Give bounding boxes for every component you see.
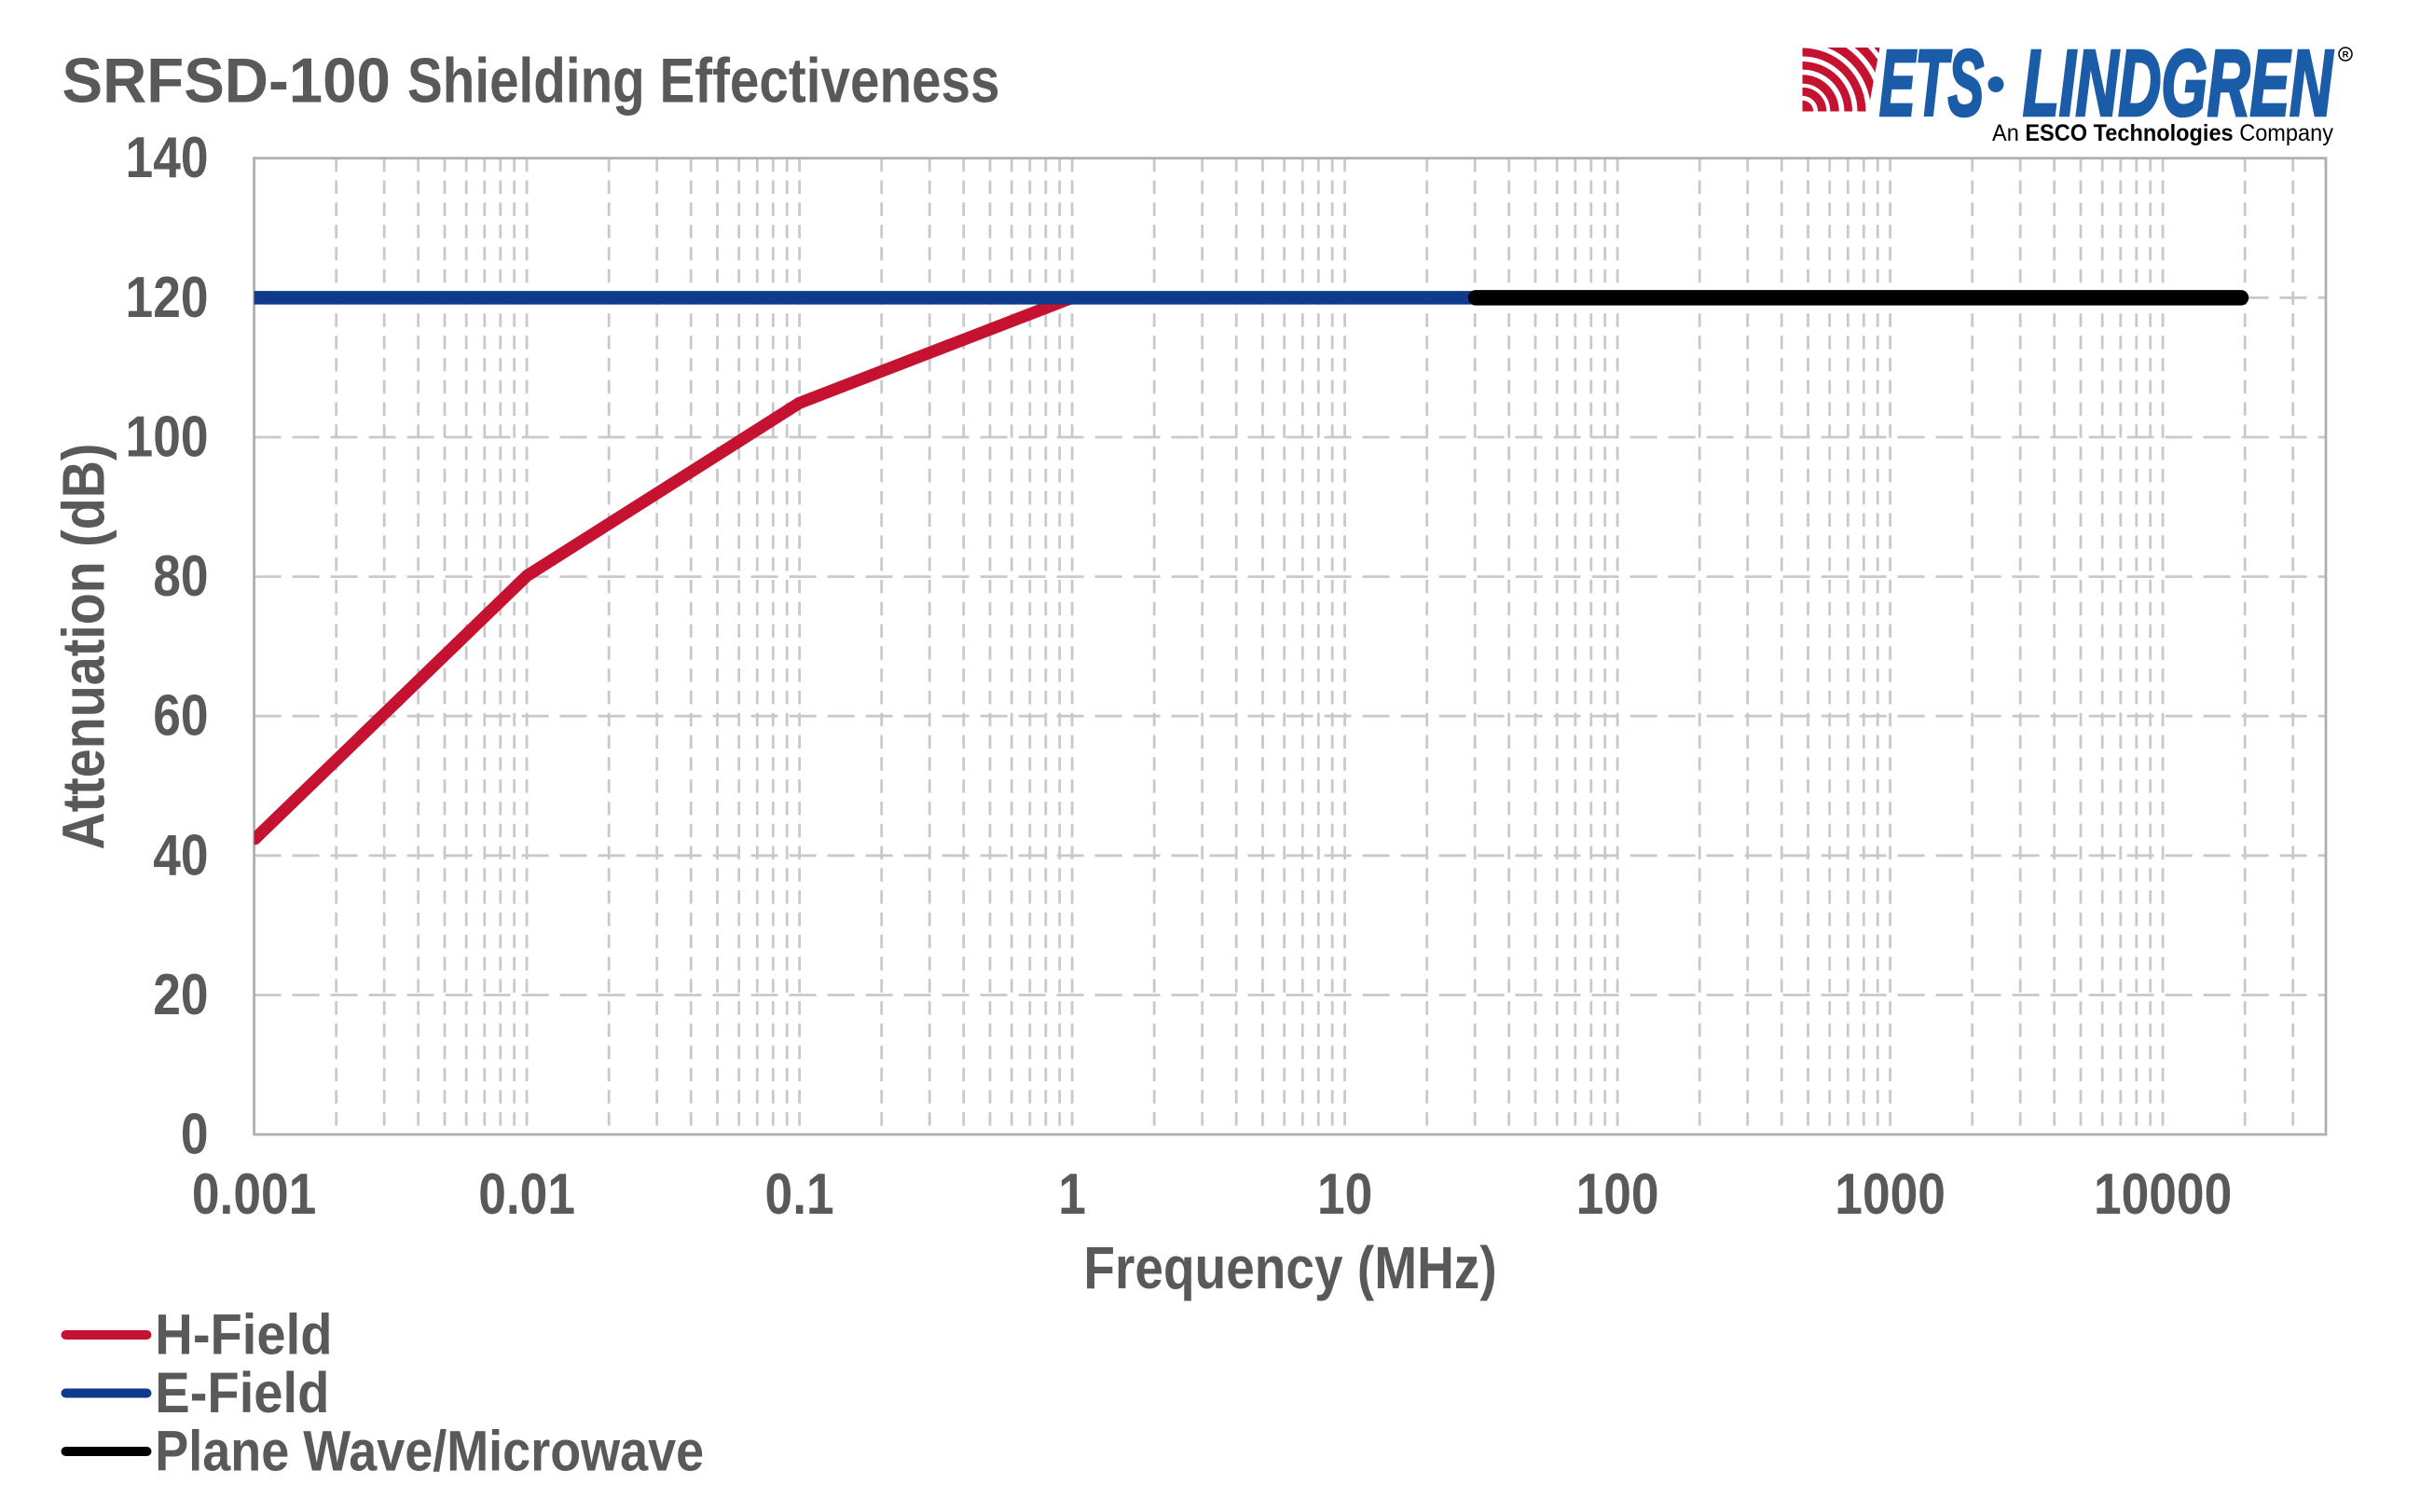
- svg-text:80: 80: [153, 544, 208, 609]
- svg-text:Plane Wave/Microwave: Plane Wave/Microwave: [155, 1420, 704, 1483]
- svg-text:Frequency (MHz): Frequency (MHz): [1083, 1234, 1496, 1301]
- svg-text:Attenuation (dB): Attenuation (dB): [50, 444, 117, 850]
- svg-text:H-Field: H-Field: [155, 1303, 332, 1367]
- svg-text:1000: 1000: [1835, 1162, 1946, 1227]
- svg-text:0.01: 0.01: [478, 1162, 575, 1227]
- svg-text:100: 100: [126, 405, 209, 470]
- svg-text:60: 60: [153, 684, 208, 749]
- svg-text:R: R: [2343, 50, 2349, 61]
- svg-text:40: 40: [153, 824, 208, 888]
- svg-text:0.001: 0.001: [192, 1162, 316, 1227]
- svg-text:20: 20: [153, 963, 208, 1027]
- svg-text:120: 120: [126, 266, 209, 330]
- svg-text:An ESCO Technologies Company: An ESCO Technologies Company: [1992, 120, 2333, 146]
- svg-text:Shielding Effectiveness: Shielding Effectiveness: [407, 47, 999, 117]
- svg-text:0: 0: [181, 1103, 209, 1167]
- svg-text:100: 100: [1576, 1162, 1659, 1227]
- svg-text:10000: 10000: [2094, 1162, 2232, 1227]
- svg-text:1: 1: [1058, 1162, 1086, 1227]
- svg-text:10: 10: [1317, 1162, 1372, 1227]
- svg-text:LINDGREN: LINDGREN: [2023, 31, 2333, 135]
- svg-text:E-Field: E-Field: [155, 1362, 329, 1425]
- svg-text:ETS: ETS: [1879, 31, 1984, 135]
- svg-text:SRFSD-100: SRFSD-100: [62, 47, 391, 117]
- svg-text:140: 140: [126, 127, 209, 191]
- svg-text:0.1: 0.1: [765, 1162, 834, 1227]
